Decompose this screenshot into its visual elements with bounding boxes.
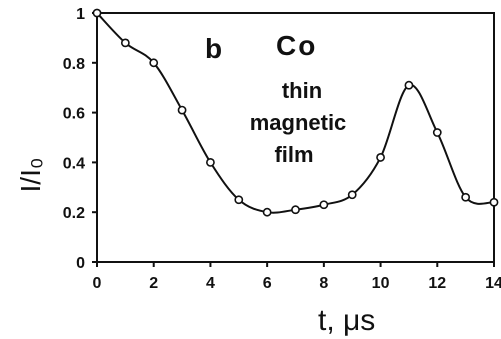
y-tick-label: 0.4: [63, 155, 85, 172]
data-point: [120, 38, 130, 48]
panel-label: b: [205, 33, 222, 64]
sample-label-line-1: thin: [282, 78, 322, 103]
plot-frame: [96, 12, 495, 263]
y-tick-label: 1: [76, 6, 85, 23]
data-point: [206, 157, 215, 167]
data-point: [376, 153, 385, 162]
x-tick-label: 2: [149, 275, 158, 292]
x-tick-label: 14: [485, 275, 501, 292]
data-point: [291, 205, 300, 215]
data-point: [432, 128, 442, 137]
y-tick-label: 0.2: [63, 205, 85, 222]
data-point: [489, 197, 499, 207]
x-tick-label: 8: [319, 275, 328, 292]
data-point: [319, 200, 329, 210]
y-axis-ticks: 0 0.2 0.4 0.6 0.8 1: [63, 6, 97, 272]
element-label: Co: [276, 30, 317, 61]
data-point: [92, 8, 102, 18]
data-point: [461, 192, 471, 202]
y-tick-label: 0.8: [63, 56, 85, 73]
x-tick-label: 0: [93, 275, 102, 292]
x-axis-title: t, μs: [318, 304, 375, 337]
sample-label-line-2: magnetic: [250, 110, 347, 135]
x-tick-label: 4: [206, 275, 215, 292]
y-axis-title: I/I₀: [15, 158, 46, 193]
data-point: [404, 80, 414, 90]
x-tick-label: 12: [428, 275, 446, 292]
data-point: [347, 190, 357, 200]
data-point: [234, 195, 244, 205]
data-point: [262, 207, 272, 217]
sample-label-line-3: film: [274, 142, 313, 167]
x-axis-ticks: 0 2 4 6 8 10 12 14: [93, 262, 501, 292]
x-tick-label: 10: [372, 275, 390, 292]
data-markers: [92, 8, 499, 217]
x-tick-label: 6: [263, 275, 272, 292]
data-point: [149, 58, 159, 68]
y-tick-label: 0.6: [63, 106, 85, 123]
data-point: [177, 105, 187, 115]
y-tick-label: 0: [76, 255, 85, 272]
